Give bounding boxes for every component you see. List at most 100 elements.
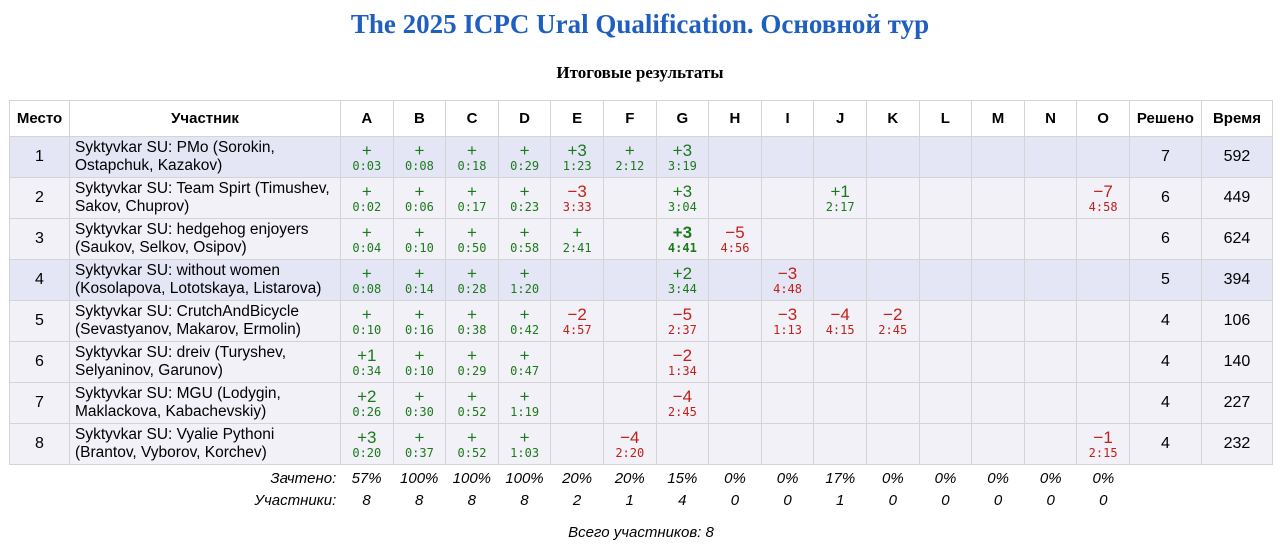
accepted-rate-row: Зачтено: 57% 100% 100% 100% 20% 20% 15% 0% 0% 17% 0…: [9, 467, 1273, 489]
submit-time: 2:12: [615, 159, 645, 173]
problem-cell-d: +0:58: [497, 218, 552, 260]
attempts-value: +: [519, 182, 530, 201]
problem-cell-c: +0:52: [445, 423, 499, 465]
accepted-rate-spacer: [9, 467, 69, 489]
team-cell: Syktyvkar SU: Team Spirt (Timushev, Sakov…: [68, 177, 342, 219]
attempts-value: −2: [883, 305, 903, 324]
attempts-value: +: [414, 428, 425, 447]
submit-time: 4:41: [667, 241, 697, 255]
team-name-line1: Syktyvkar SU: dreiv (Turyshev,: [75, 344, 287, 361]
submit-time: 2:41: [562, 241, 592, 255]
header-time: Время: [1200, 100, 1274, 137]
team-name-line2: Ostapchuk, Kazakov): [75, 157, 223, 174]
problem-cell-h: [708, 136, 762, 178]
attempts-value: +: [361, 141, 372, 160]
attempts-value: +3: [672, 182, 693, 201]
problem-cell-j: −4 4:15: [813, 300, 867, 342]
problem-cell-a: +0:08: [340, 259, 394, 301]
problem-cell-n: [1023, 382, 1078, 424]
attempts-value: +2: [357, 387, 377, 406]
problem-cell-e: −2 4:57: [550, 300, 604, 342]
attempts-value: −2: [672, 346, 693, 365]
solved-cell: 7: [1128, 136, 1202, 178]
problem-cell-n: [1023, 423, 1078, 465]
problem-cell-l: [918, 177, 973, 219]
problem-cell-c: +0:50: [445, 218, 499, 260]
problem-cell-j: +1 2:17: [813, 177, 867, 219]
participants-count-h: 0: [730, 491, 740, 509]
team-name-line2: Maklackova, Kabachevskiy): [75, 403, 267, 420]
team-name-line1: Syktyvkar SU: without women: [75, 262, 281, 279]
problem-cell-g: +3 3:19: [655, 136, 710, 178]
submit-time: 2:45: [878, 323, 908, 337]
problem-cell-d: +0:47: [497, 341, 552, 383]
submit-time: 0:30: [404, 405, 434, 419]
submit-time: 4:56: [720, 241, 750, 255]
problem-cell-i: [760, 177, 815, 219]
accepted-rate-h: 0%: [724, 469, 746, 487]
place-cell: 2: [9, 177, 70, 219]
attempts-value: +: [572, 223, 583, 242]
problem-cell-m: [971, 382, 1025, 424]
header-problem-f: F: [602, 100, 657, 137]
team-name-line1: Syktyvkar SU: MGU (Lodygin,: [75, 385, 281, 402]
problem-cell-o: −7 4:58: [1076, 177, 1130, 219]
submit-time: 0:03: [352, 159, 382, 173]
submit-time: 3:33: [562, 200, 592, 214]
header-problem-e: E: [550, 100, 604, 137]
submit-time: 4:15: [825, 323, 855, 337]
attempts-value: +: [519, 223, 530, 242]
problem-cell-k: [865, 341, 920, 383]
problem-cell-e: [550, 423, 604, 465]
header-problem-m: M: [971, 100, 1025, 137]
problem-cell-o: [1076, 136, 1130, 178]
problem-cell-h: [708, 382, 762, 424]
team-cell: Syktyvkar SU: dreiv (Turyshev, Selyaninov…: [68, 341, 342, 383]
attempts-value: −3: [777, 264, 798, 283]
problem-cell-h: [708, 341, 762, 383]
problem-cell-b: +0:10: [392, 341, 447, 383]
accepted-rate-k: 0%: [882, 469, 904, 487]
solved-cell: 4: [1128, 382, 1202, 424]
problem-cell-k: [865, 259, 920, 301]
header-problem-o: O: [1076, 100, 1130, 137]
problem-cell-l: [918, 259, 973, 301]
accepted-rate-n: 0%: [1039, 469, 1062, 487]
participants-count-k: 0: [888, 491, 898, 509]
problem-cell-k: [865, 218, 920, 260]
attempts-value: +3: [672, 223, 693, 242]
problem-cell-c: +0:18: [445, 136, 499, 178]
submit-time: 0:10: [404, 364, 434, 378]
problem-cell-f: [602, 300, 657, 342]
participants-count-c: 8: [467, 491, 477, 509]
attempts-value: +: [519, 305, 530, 324]
table-row: 4 Syktyvkar SU: without women (Kosolapova,…: [9, 259, 1274, 301]
attempts-value: +: [414, 346, 425, 365]
team-cell: Syktyvkar SU: PMo (Sorokin, Ostapchuk, Ka…: [68, 136, 342, 178]
team-name-line2: (Kosolapova, Lototskaya, Listarova): [75, 280, 322, 297]
problem-cell-g: −4 2:45: [655, 382, 710, 424]
accepted-rate-f: 20%: [614, 469, 645, 487]
attempts-value: +: [467, 264, 477, 283]
header-team: Участник: [68, 100, 342, 137]
problem-cell-h: [708, 177, 762, 219]
problem-cell-d: +1:19: [497, 382, 552, 424]
participants-count-pad1: [1130, 489, 1202, 511]
attempts-value: +: [414, 223, 425, 242]
team-name-line1: Syktyvkar SU: Team Spirt (Timushev,: [75, 180, 330, 197]
header-problem-c: C: [445, 100, 499, 137]
problem-cell-d: +0:42: [497, 300, 552, 342]
solved-cell: 4: [1128, 423, 1202, 465]
team-cell: Syktyvkar SU: MGU (Lodygin, Maklackova, K…: [68, 382, 342, 424]
attempts-value: +: [414, 387, 425, 406]
problem-cell-b: +0:30: [392, 382, 447, 424]
problem-cell-m: [971, 423, 1025, 465]
participants-count-e: 2: [572, 491, 582, 509]
attempts-value: +: [467, 346, 477, 365]
participants-count-pad2: [1202, 489, 1273, 511]
problem-cell-c: +0:52: [445, 382, 499, 424]
attempts-value: +1: [357, 346, 377, 365]
submit-time: 1:19: [510, 405, 540, 419]
attempts-value: +: [467, 428, 477, 447]
header-problem-l: L: [918, 100, 973, 137]
